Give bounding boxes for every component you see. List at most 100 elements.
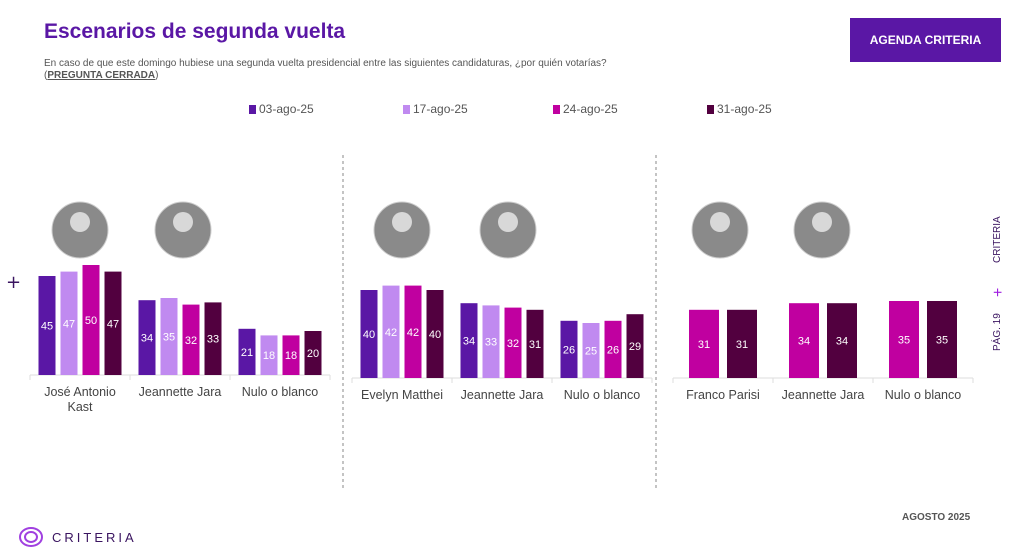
- bar: [460, 303, 478, 378]
- legend-label: 03-ago-25: [259, 102, 314, 116]
- bar: [138, 300, 156, 375]
- category-label: Nulo o blanco: [564, 388, 640, 402]
- bar: [526, 309, 544, 378]
- bar: [789, 303, 819, 378]
- category-label: Jeannette Jara: [782, 388, 865, 402]
- portrait-face: [392, 212, 412, 232]
- bar: [504, 307, 522, 378]
- category-label: José Antonio: [44, 385, 116, 399]
- data-label: 40: [363, 329, 375, 341]
- data-label: 26: [563, 344, 575, 356]
- category-label: Evelyn Matthei: [361, 388, 443, 402]
- bar: [204, 302, 222, 375]
- bar: [304, 331, 322, 375]
- data-label: 25: [585, 346, 597, 358]
- data-label: 33: [485, 337, 497, 349]
- data-label: 32: [507, 338, 519, 350]
- report-date: AGOSTO 2025: [902, 512, 971, 523]
- data-label: 32: [185, 335, 197, 347]
- bar: [260, 335, 278, 375]
- data-label: 45: [41, 321, 53, 333]
- bar: [827, 303, 857, 378]
- legend-swatch: [403, 104, 410, 114]
- portrait-face: [173, 212, 193, 232]
- data-label: 31: [529, 339, 541, 351]
- legend-item: 03-ago-25: [249, 102, 314, 116]
- bar: [689, 309, 719, 378]
- bar: [82, 265, 100, 375]
- criteria-logo: CRITERIA: [18, 526, 137, 548]
- bar: [927, 301, 957, 378]
- bar: [560, 320, 578, 378]
- data-label: 18: [285, 350, 297, 362]
- portrait-face: [498, 212, 518, 232]
- bar: [404, 285, 422, 378]
- bar: [104, 271, 122, 375]
- paren: ): [155, 70, 159, 81]
- data-label: 40: [429, 329, 441, 341]
- data-label: 26: [607, 344, 619, 356]
- page-number: PÁG. 19: [992, 313, 1003, 351]
- legend-item: 31-ago-25: [707, 102, 772, 116]
- data-label: 31: [698, 339, 710, 351]
- portrait-face: [812, 212, 832, 232]
- data-label: 18: [263, 350, 275, 362]
- bar: [889, 301, 919, 378]
- data-label: 33: [207, 334, 219, 346]
- data-label: 47: [63, 318, 75, 330]
- bar: [38, 276, 56, 375]
- data-label: 31: [736, 339, 748, 351]
- portrait-face: [710, 212, 730, 232]
- side-label: CRITERIA + PÁG. 19: [990, 205, 1010, 355]
- logo-icon: [19, 527, 43, 547]
- legend-label: 24-ago-25: [563, 102, 618, 116]
- data-label: 47: [107, 318, 119, 330]
- data-label: 34: [836, 336, 848, 348]
- question-type: PREGUNTA CERRADA: [47, 70, 156, 81]
- plus-icon: +: [6, 272, 22, 293]
- question-text: En caso de que este domingo hubiese una …: [44, 58, 607, 82]
- bar: [727, 309, 757, 378]
- data-label: 34: [463, 336, 475, 348]
- portrait-face: [70, 212, 90, 232]
- data-label: 35: [936, 335, 948, 347]
- bar: [604, 320, 622, 378]
- bar: [360, 290, 378, 378]
- bar: [238, 328, 256, 375]
- bar: [60, 271, 78, 375]
- category-label: Jeannette Jara: [139, 385, 222, 399]
- bar: [182, 304, 200, 375]
- logo-text: CRITERIA: [52, 529, 137, 545]
- bar: [582, 323, 600, 378]
- data-label: 50: [85, 315, 97, 327]
- legend-label: 31-ago-25: [717, 102, 772, 116]
- page-title: Escenarios de segunda vuelta: [44, 20, 346, 43]
- data-label: 34: [141, 333, 153, 345]
- data-label: 35: [898, 335, 910, 347]
- data-label: 21: [241, 347, 253, 359]
- category-label: Nulo o blanco: [885, 388, 961, 402]
- category-label: Kast: [67, 400, 93, 414]
- bar: [160, 298, 178, 375]
- data-label: 42: [407, 327, 419, 339]
- category-label: Franco Parisi: [686, 388, 760, 402]
- legend-swatch: [553, 104, 560, 114]
- question: En caso de que este domingo hubiese una …: [44, 58, 607, 69]
- data-label: 34: [798, 336, 810, 348]
- agenda-criteria-button[interactable]: AGENDA CRITERIA: [850, 18, 1001, 62]
- data-label: 29: [629, 341, 641, 353]
- legend-item: 17-ago-25: [403, 102, 468, 116]
- data-label: 20: [307, 348, 319, 360]
- side-brand: CRITERIA: [992, 216, 1003, 263]
- bar: [626, 314, 644, 378]
- bar: [382, 285, 400, 378]
- bar: [426, 290, 444, 378]
- legend-swatch: [707, 104, 714, 114]
- legend-label: 17-ago-25: [413, 102, 468, 116]
- paren: (: [44, 70, 48, 81]
- data-label: 42: [385, 327, 397, 339]
- legend-item: 24-ago-25: [553, 102, 618, 116]
- bar: [482, 305, 500, 378]
